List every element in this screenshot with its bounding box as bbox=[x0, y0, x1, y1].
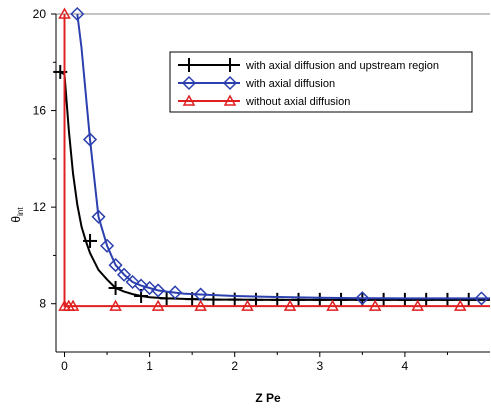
y-axis-title-text: θint bbox=[9, 207, 25, 223]
series-2-point bbox=[355, 291, 370, 306]
series-2-line bbox=[76, 13, 490, 300]
legend-swatch-marker bbox=[223, 58, 237, 72]
legend-swatch-marker bbox=[182, 94, 196, 106]
x-tick-label: 1 bbox=[146, 359, 153, 373]
x-tick-label: 2 bbox=[231, 359, 238, 373]
series-3-point bbox=[368, 299, 382, 311]
series-1-point bbox=[270, 292, 285, 307]
series-2-point bbox=[70, 6, 85, 22]
legend-label: with axial diffusion bbox=[245, 78, 335, 90]
series-2-point bbox=[134, 278, 149, 293]
series-2-point bbox=[82, 132, 98, 147]
series-layer bbox=[53, 6, 490, 311]
legend-entry-3: without axial diffusion bbox=[178, 94, 350, 108]
legend-entry-1: with axial diffusion and upstream region bbox=[178, 58, 439, 72]
series-2 bbox=[70, 6, 490, 306]
series-3 bbox=[58, 7, 490, 311]
x-tick-label: 0 bbox=[61, 359, 68, 373]
y-axis-title-main: θ bbox=[9, 216, 23, 223]
y-tick-label: 20 bbox=[33, 7, 47, 21]
series-2-point bbox=[151, 283, 166, 298]
series-1-point bbox=[83, 233, 98, 248]
legend-swatch-marker bbox=[181, 75, 197, 91]
series-1-point bbox=[376, 292, 391, 307]
series-1 bbox=[53, 64, 490, 307]
series-3-point bbox=[411, 299, 424, 311]
legend: with axial diffusion and upstream region… bbox=[169, 51, 473, 113]
series-3-point bbox=[283, 299, 297, 311]
series-3-point bbox=[326, 299, 339, 311]
series-2-point bbox=[142, 280, 157, 296]
series-3-point bbox=[241, 299, 254, 311]
legend-items: with axial diffusion and upstream region… bbox=[178, 58, 439, 108]
series-1-point bbox=[397, 292, 412, 307]
series-1-point bbox=[159, 291, 174, 306]
y-tick-label: 16 bbox=[33, 104, 47, 118]
series-1-point bbox=[334, 292, 349, 307]
series-2-point bbox=[125, 274, 140, 290]
axis-layer bbox=[55, 14, 490, 353]
series-3-point bbox=[66, 299, 80, 311]
y-axis-title-sub: int bbox=[16, 207, 25, 216]
series-2-point bbox=[474, 291, 489, 306]
x-tick-label: 3 bbox=[316, 359, 323, 373]
x-tick-label: 4 bbox=[402, 359, 409, 373]
legend-swatch-marker bbox=[223, 94, 237, 106]
series-1-point bbox=[291, 292, 306, 307]
series-2-point bbox=[99, 238, 115, 253]
series-3-point bbox=[109, 299, 122, 311]
series-2-point bbox=[91, 209, 106, 224]
y-axis-title: θint bbox=[9, 207, 25, 223]
series-1-point bbox=[312, 292, 327, 307]
legend-entry-2: with axial diffusion bbox=[178, 75, 335, 91]
x-axis-title: Z Pe bbox=[255, 391, 281, 405]
legend-label: with axial diffusion and upstream region bbox=[245, 60, 439, 72]
series-3-point bbox=[58, 7, 71, 19]
series-1-point bbox=[248, 292, 263, 307]
y-tick-label: 8 bbox=[39, 297, 46, 311]
legend-swatch-marker bbox=[182, 58, 196, 72]
series-1-point bbox=[440, 292, 455, 307]
series-1-point bbox=[419, 292, 434, 307]
series-3-point bbox=[453, 299, 467, 311]
series-2-point bbox=[168, 285, 183, 300]
series-1-point bbox=[461, 292, 476, 307]
series-3-point bbox=[194, 299, 207, 311]
legend-label: without axial diffusion bbox=[245, 96, 350, 108]
series-3-point bbox=[151, 299, 165, 311]
series-2-point bbox=[117, 267, 132, 282]
series-1-point bbox=[227, 292, 242, 307]
series-1-point bbox=[108, 281, 123, 296]
series-2-point bbox=[108, 258, 123, 273]
legend-swatch-marker bbox=[222, 75, 238, 91]
y-tick-label: 12 bbox=[33, 200, 47, 214]
